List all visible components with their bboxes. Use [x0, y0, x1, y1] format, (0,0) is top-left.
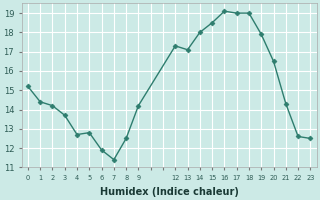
X-axis label: Humidex (Indice chaleur): Humidex (Indice chaleur)	[100, 187, 239, 197]
